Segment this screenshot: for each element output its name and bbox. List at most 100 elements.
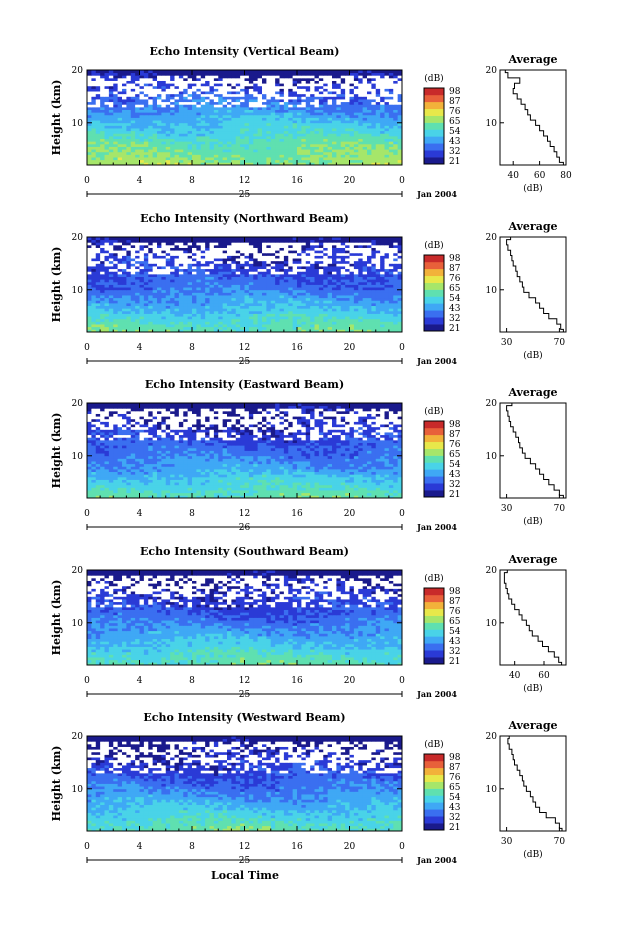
heatmap-cell [270, 287, 276, 291]
heatmap-cell [135, 268, 140, 272]
heatmap-cell [196, 128, 202, 132]
heatmap-cell [283, 273, 289, 277]
heatmap-cell [310, 149, 315, 153]
heatmap-cell [358, 313, 364, 317]
heatmap-cell [187, 295, 193, 299]
heatmap-cell [117, 252, 123, 256]
heatmap-cell [384, 324, 390, 328]
heatmap-cell [262, 313, 267, 317]
heatmap-cell [87, 85, 92, 89]
heatmap-cell [314, 326, 320, 330]
heatmap-cell [262, 297, 267, 301]
heatmap-cell [117, 122, 123, 126]
heatmap-cell [157, 313, 162, 317]
heatmap-cell [244, 157, 250, 161]
heatmap-cell [345, 128, 350, 132]
heatmap-cell [187, 99, 193, 103]
heatmap-cell [122, 260, 127, 264]
heatmap-cell [205, 75, 210, 79]
heatmap-cell [244, 91, 250, 95]
heatmap-cell [388, 151, 394, 155]
heatmap-cell [292, 72, 298, 76]
heatmap-cell [100, 268, 105, 272]
heatmap-cell [126, 99, 132, 103]
heatmap-cell [345, 157, 350, 161]
heatmap-cell [283, 80, 289, 84]
heatmap-cell [310, 284, 315, 288]
heatmap-cell [170, 310, 175, 314]
heatmap-cell [205, 271, 210, 275]
heatmap-cell [165, 260, 171, 264]
heatmap-cell [305, 146, 311, 150]
heatmap-cell [266, 263, 272, 267]
heatmap-cell [95, 258, 101, 262]
heatmap-cell [332, 263, 337, 267]
heatmap-cell [270, 276, 276, 280]
heatmap-cell [152, 109, 158, 113]
heatmap-cell [301, 70, 307, 74]
heatmap-cell [222, 77, 228, 81]
heatmap-cell [318, 255, 324, 259]
heatmap-cell [100, 250, 105, 254]
heatmap-cell [318, 321, 324, 325]
heatmap-cell [371, 263, 377, 267]
heatmap-cell [358, 284, 364, 288]
heatmap-cell [362, 120, 368, 124]
heatmap-cell [292, 266, 298, 270]
heatmap-cell [314, 287, 320, 291]
heatmap-cell [292, 316, 298, 320]
heatmap-cell [244, 114, 250, 118]
heatmap-cell [375, 146, 381, 150]
heatmap-cell [113, 146, 119, 150]
heatmap-cell [371, 143, 377, 147]
heatmap-cell [380, 250, 385, 254]
heatmap-cell [358, 271, 364, 275]
heatmap-cell [196, 125, 202, 129]
heatmap-cell [240, 80, 245, 84]
heatmap-cell [253, 324, 259, 328]
heatmap-cell [126, 106, 132, 110]
heatmap-cell [388, 138, 394, 142]
heatmap-cell [380, 305, 385, 309]
heatmap-cell [196, 112, 202, 116]
heatmap-cell [323, 318, 329, 322]
heatmap-cell [292, 308, 298, 312]
heatmap-cell [310, 292, 315, 296]
heatmap-cell [336, 88, 342, 92]
heatmap-cell [143, 128, 149, 132]
heatmap-cell [275, 138, 280, 142]
heatmap-cell [148, 281, 154, 285]
heatmap-cell [305, 80, 311, 84]
y-tick-label: 10 [72, 119, 84, 129]
heatmap-cell [375, 250, 381, 254]
heatmap-cell [266, 99, 272, 103]
heatmap-cell [388, 117, 394, 121]
heatmap-cell [327, 318, 333, 322]
heatmap-cell [314, 70, 320, 74]
heatmap-cell [222, 273, 228, 277]
heatmap-cell [345, 326, 350, 330]
heatmap-cell [340, 106, 346, 110]
heatmap-cell [227, 70, 232, 74]
heatmap-cell [130, 85, 136, 89]
heatmap-cell [297, 146, 302, 150]
heatmap-cell [113, 244, 119, 248]
heatmap-cell [310, 279, 315, 283]
heatmap-cell [367, 104, 372, 108]
heatmap-cell [297, 91, 302, 95]
heatmap-cell [178, 252, 184, 256]
heatmap-cell [108, 276, 114, 280]
heatmap-cell [148, 154, 154, 158]
heatmap-cell [358, 93, 364, 97]
heatmap-cell [122, 112, 127, 116]
heatmap-cell [235, 109, 241, 113]
heatmap-cell [157, 318, 162, 322]
heatmap-cell [231, 252, 237, 256]
heatmap-cell [157, 143, 162, 147]
heatmap-cell [358, 305, 364, 309]
heatmap-cell [305, 313, 311, 317]
heatmap-cell [231, 128, 237, 132]
heatmap-cell [301, 302, 307, 307]
heatmap-cell [174, 279, 180, 283]
heatmap-cell [371, 104, 377, 108]
